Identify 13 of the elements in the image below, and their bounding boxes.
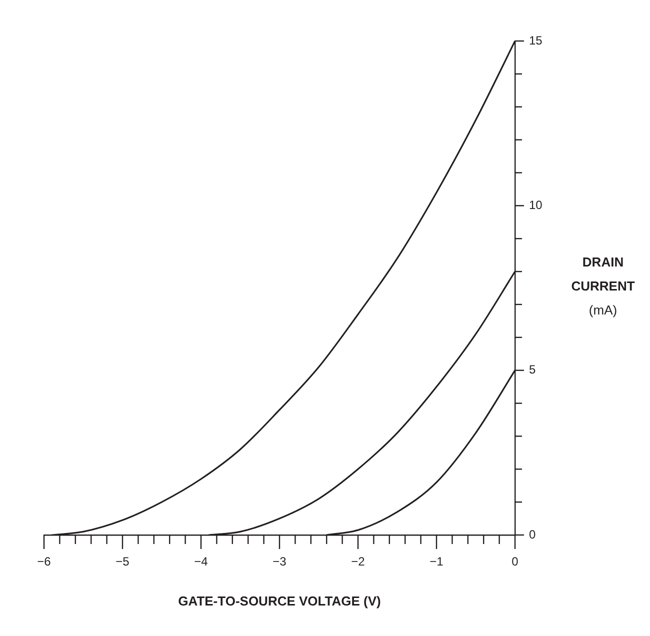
y-tick-label: 5	[529, 362, 536, 377]
y-tick-label: 10	[529, 198, 543, 212]
y-tick-label: 15	[529, 33, 543, 48]
x-axis-title: GATE-TO-SOURCE VOLTAGE (V)	[178, 594, 381, 609]
y-tick-label: 0	[529, 527, 536, 542]
x-tick-label: −5	[116, 554, 130, 569]
x-tick-label: −2	[351, 554, 366, 569]
y-axis-title: DRAIN CURRENT (mA)	[571, 254, 635, 318]
x-tick-label: 0	[512, 554, 519, 569]
x-tick-label: −6	[37, 554, 52, 569]
x-tick-label: −4	[194, 554, 208, 569]
x-tick-label: −1	[430, 554, 444, 569]
x-tick-label: −3	[272, 554, 287, 569]
